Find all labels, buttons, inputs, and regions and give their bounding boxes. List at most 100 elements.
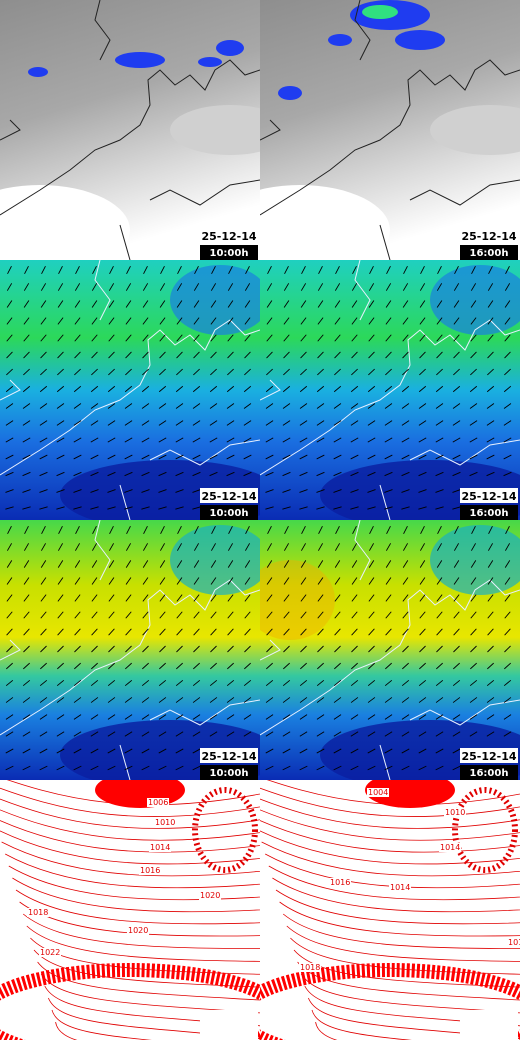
wind-arrow xyxy=(299,385,308,393)
wind-arrow xyxy=(159,560,166,568)
wind-arrow xyxy=(469,385,478,393)
wind-arrow xyxy=(73,748,82,754)
isobar xyxy=(22,913,260,949)
wind-arrow xyxy=(192,714,201,720)
wind-arrow xyxy=(351,300,358,308)
wind-arrow xyxy=(486,403,495,409)
wind-arrow xyxy=(469,454,478,460)
wind-arrow xyxy=(141,471,150,477)
wind-arrow xyxy=(418,748,427,754)
wind-arrow xyxy=(505,266,510,274)
wind-arrow xyxy=(41,266,46,274)
wind-arrow xyxy=(243,679,252,687)
wind-arrow xyxy=(226,731,235,737)
wind-arrow xyxy=(333,679,342,687)
wind-arrow xyxy=(39,748,48,754)
wind-arrow xyxy=(402,317,409,325)
wind-arrow xyxy=(282,437,291,443)
wind-arrow xyxy=(469,471,478,477)
wind-arrow xyxy=(470,611,477,619)
wind-arrow xyxy=(209,731,218,737)
wind-arrow xyxy=(6,628,13,636)
wind-arrow xyxy=(176,368,183,376)
wind-arrow xyxy=(210,594,217,602)
wind-arrow xyxy=(142,300,149,308)
wind-arrow xyxy=(401,731,410,737)
wind-arrow xyxy=(5,420,14,426)
wind-arrow xyxy=(367,385,376,393)
isobar-label: 1020 xyxy=(128,926,148,935)
wind-arrow xyxy=(159,300,166,308)
wind-arrow xyxy=(368,317,375,325)
wind-arrow xyxy=(92,266,97,274)
wind-arrow xyxy=(56,471,65,477)
cloud-gap xyxy=(430,105,520,155)
wind-arrow xyxy=(335,266,340,274)
wind-arrow xyxy=(40,543,47,551)
wind-arrow xyxy=(401,765,410,771)
wind-arrow xyxy=(39,697,48,703)
wind-arrow xyxy=(90,403,99,409)
wind-arrow xyxy=(265,454,274,460)
wind-arrow xyxy=(158,765,167,771)
wind-arrow xyxy=(175,714,184,720)
wind-arrow xyxy=(384,403,393,409)
wind-arrow xyxy=(158,385,167,393)
wind-arrow xyxy=(176,334,183,342)
wind-arrow xyxy=(142,317,149,325)
wind-arrow xyxy=(141,714,150,720)
wind-arrow xyxy=(193,283,200,291)
wind-arrow xyxy=(56,385,65,393)
wind-arrow xyxy=(244,560,251,568)
isobar-label-bg xyxy=(444,808,466,817)
wind-arrow xyxy=(228,525,233,535)
wind-arrow xyxy=(74,662,81,670)
map-panel: 25-12-14 10:00h xyxy=(0,0,260,260)
wind-arrow xyxy=(266,662,273,670)
stamp-date: 25-12-14 xyxy=(201,490,256,503)
wind-arrow xyxy=(300,662,307,670)
wind-arrow xyxy=(471,266,476,274)
wind-arrow xyxy=(90,471,99,477)
wind-arrow xyxy=(75,525,80,535)
wind-arrow xyxy=(56,731,65,737)
wind-arrow xyxy=(385,317,392,325)
wind-arrow xyxy=(90,765,99,771)
wind-arrow xyxy=(419,283,426,291)
wind-arrow xyxy=(91,543,98,551)
wind-arrow xyxy=(58,266,63,274)
wind-arrow xyxy=(282,403,291,409)
wind-arrow xyxy=(73,731,82,737)
wind-arrow xyxy=(420,266,425,274)
wind-arrow xyxy=(192,471,201,477)
wind-arrow xyxy=(74,283,81,291)
stamp-time: 10:00h xyxy=(210,508,249,519)
wind-arrow xyxy=(158,697,167,703)
isobar xyxy=(315,1021,338,1040)
wind-arrow xyxy=(40,662,47,670)
wind-arrow xyxy=(107,748,116,754)
map-panel: 1004 1010 1014 1014 1016 1018 1010 xyxy=(260,780,520,1040)
wind-arrow xyxy=(227,351,234,359)
wind-arrow xyxy=(91,283,98,291)
precip-area xyxy=(198,57,222,67)
wind-arrow xyxy=(56,679,65,687)
wind-arrow xyxy=(22,679,31,687)
wind-arrow xyxy=(244,628,251,636)
wind-arrow xyxy=(504,351,511,359)
wind-arrow xyxy=(107,454,116,460)
wind-arrow xyxy=(317,300,324,308)
wind-arrow xyxy=(23,611,30,619)
wind-arrow xyxy=(317,628,324,636)
wind-arrow xyxy=(108,662,115,670)
isobar-label: 1010 xyxy=(508,938,520,947)
wind-arrow xyxy=(487,645,494,653)
wind-arrow xyxy=(267,525,272,535)
wind-arrow xyxy=(401,489,410,493)
wind-arrow xyxy=(23,317,30,325)
stamp-time-bg xyxy=(200,505,258,520)
wind-arrow xyxy=(193,334,200,342)
wind-arrow xyxy=(74,611,81,619)
wind-arrow xyxy=(108,628,115,636)
wind-arrow xyxy=(108,300,115,308)
